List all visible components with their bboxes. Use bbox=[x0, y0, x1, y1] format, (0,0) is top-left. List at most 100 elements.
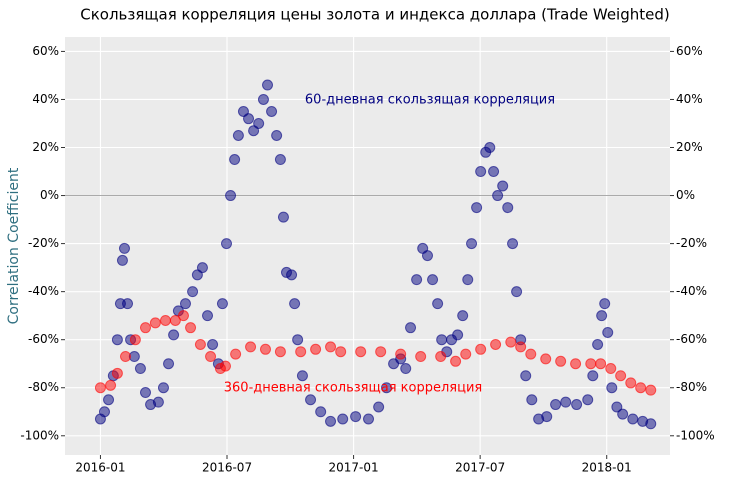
point bbox=[325, 415, 337, 427]
point bbox=[310, 343, 322, 355]
marks bbox=[94, 79, 657, 430]
point bbox=[375, 346, 387, 358]
y-tick-label: 20% bbox=[32, 140, 59, 154]
point bbox=[229, 154, 241, 166]
point bbox=[475, 343, 487, 355]
y2-tick-label: -40% bbox=[676, 284, 707, 298]
point bbox=[111, 334, 123, 346]
y-tick-label: -60% bbox=[28, 332, 59, 346]
point bbox=[292, 334, 304, 346]
point bbox=[611, 401, 623, 413]
y2-tick-label: -100% bbox=[676, 428, 715, 442]
y-tick-label: -20% bbox=[28, 236, 59, 250]
point bbox=[296, 370, 308, 382]
point bbox=[415, 351, 427, 363]
point bbox=[139, 387, 151, 399]
point bbox=[335, 346, 347, 358]
point bbox=[168, 329, 180, 341]
point bbox=[380, 382, 392, 394]
point bbox=[363, 413, 375, 425]
point bbox=[277, 211, 289, 223]
point bbox=[274, 346, 286, 358]
point bbox=[488, 166, 500, 178]
point bbox=[497, 180, 509, 192]
point bbox=[525, 348, 537, 360]
point bbox=[289, 298, 301, 310]
point bbox=[253, 117, 265, 129]
point bbox=[490, 338, 502, 350]
point bbox=[606, 382, 618, 394]
point bbox=[484, 142, 496, 154]
point bbox=[187, 286, 199, 298]
point bbox=[94, 382, 106, 394]
point bbox=[505, 336, 517, 348]
point bbox=[157, 382, 169, 394]
point bbox=[221, 238, 233, 250]
point bbox=[645, 418, 657, 430]
point bbox=[515, 341, 527, 353]
point bbox=[627, 413, 639, 425]
point bbox=[98, 406, 110, 418]
point bbox=[585, 358, 597, 370]
point bbox=[118, 242, 130, 254]
point bbox=[599, 298, 611, 310]
point bbox=[526, 394, 538, 406]
point bbox=[262, 79, 274, 91]
point bbox=[257, 93, 269, 105]
x-tick-label: 2017-01 bbox=[329, 461, 379, 475]
y-tick-label: 40% bbox=[32, 92, 59, 106]
point bbox=[325, 341, 337, 353]
point bbox=[245, 341, 257, 353]
point bbox=[134, 363, 146, 375]
point bbox=[435, 351, 447, 363]
point bbox=[139, 322, 151, 334]
y2-tick-label: -20% bbox=[676, 236, 707, 250]
y2-tick-label: 20% bbox=[676, 140, 703, 154]
point bbox=[502, 202, 514, 214]
y2-tick-label: -80% bbox=[676, 380, 707, 394]
y-tick-label: 60% bbox=[32, 44, 59, 58]
point bbox=[421, 250, 433, 262]
point bbox=[540, 353, 552, 365]
point bbox=[475, 166, 487, 178]
y-tick-label: -100% bbox=[20, 428, 59, 442]
point bbox=[436, 334, 448, 346]
point bbox=[266, 105, 278, 117]
point bbox=[205, 351, 217, 363]
point bbox=[541, 411, 553, 423]
y2-tick-label: -60% bbox=[676, 332, 707, 346]
point bbox=[602, 326, 614, 338]
point bbox=[194, 338, 206, 350]
point bbox=[149, 317, 161, 329]
point bbox=[207, 338, 219, 350]
point bbox=[615, 370, 627, 382]
point bbox=[432, 298, 444, 310]
point bbox=[550, 399, 562, 411]
point bbox=[635, 382, 647, 394]
x-tick-label: 2017-07 bbox=[455, 461, 505, 475]
point bbox=[159, 314, 171, 326]
point bbox=[185, 322, 197, 334]
y-tick-label: -40% bbox=[28, 284, 59, 298]
chart-title: Скользящая корреляция цены золота и инде… bbox=[80, 6, 669, 24]
point bbox=[230, 348, 242, 360]
point bbox=[395, 348, 407, 360]
point bbox=[163, 358, 175, 370]
point bbox=[507, 238, 519, 250]
point bbox=[571, 399, 583, 411]
point bbox=[129, 334, 141, 346]
point bbox=[116, 254, 128, 266]
y2-tick-label: 60% bbox=[676, 44, 703, 58]
point bbox=[462, 274, 474, 286]
point bbox=[617, 408, 629, 420]
point bbox=[111, 367, 123, 379]
point bbox=[259, 343, 271, 355]
point bbox=[452, 329, 464, 341]
point bbox=[373, 401, 385, 413]
y-tick-label: -80% bbox=[28, 380, 59, 394]
point bbox=[582, 394, 594, 406]
point bbox=[560, 396, 572, 408]
x-tick-label: 2018-01 bbox=[582, 461, 632, 475]
point bbox=[177, 310, 189, 322]
